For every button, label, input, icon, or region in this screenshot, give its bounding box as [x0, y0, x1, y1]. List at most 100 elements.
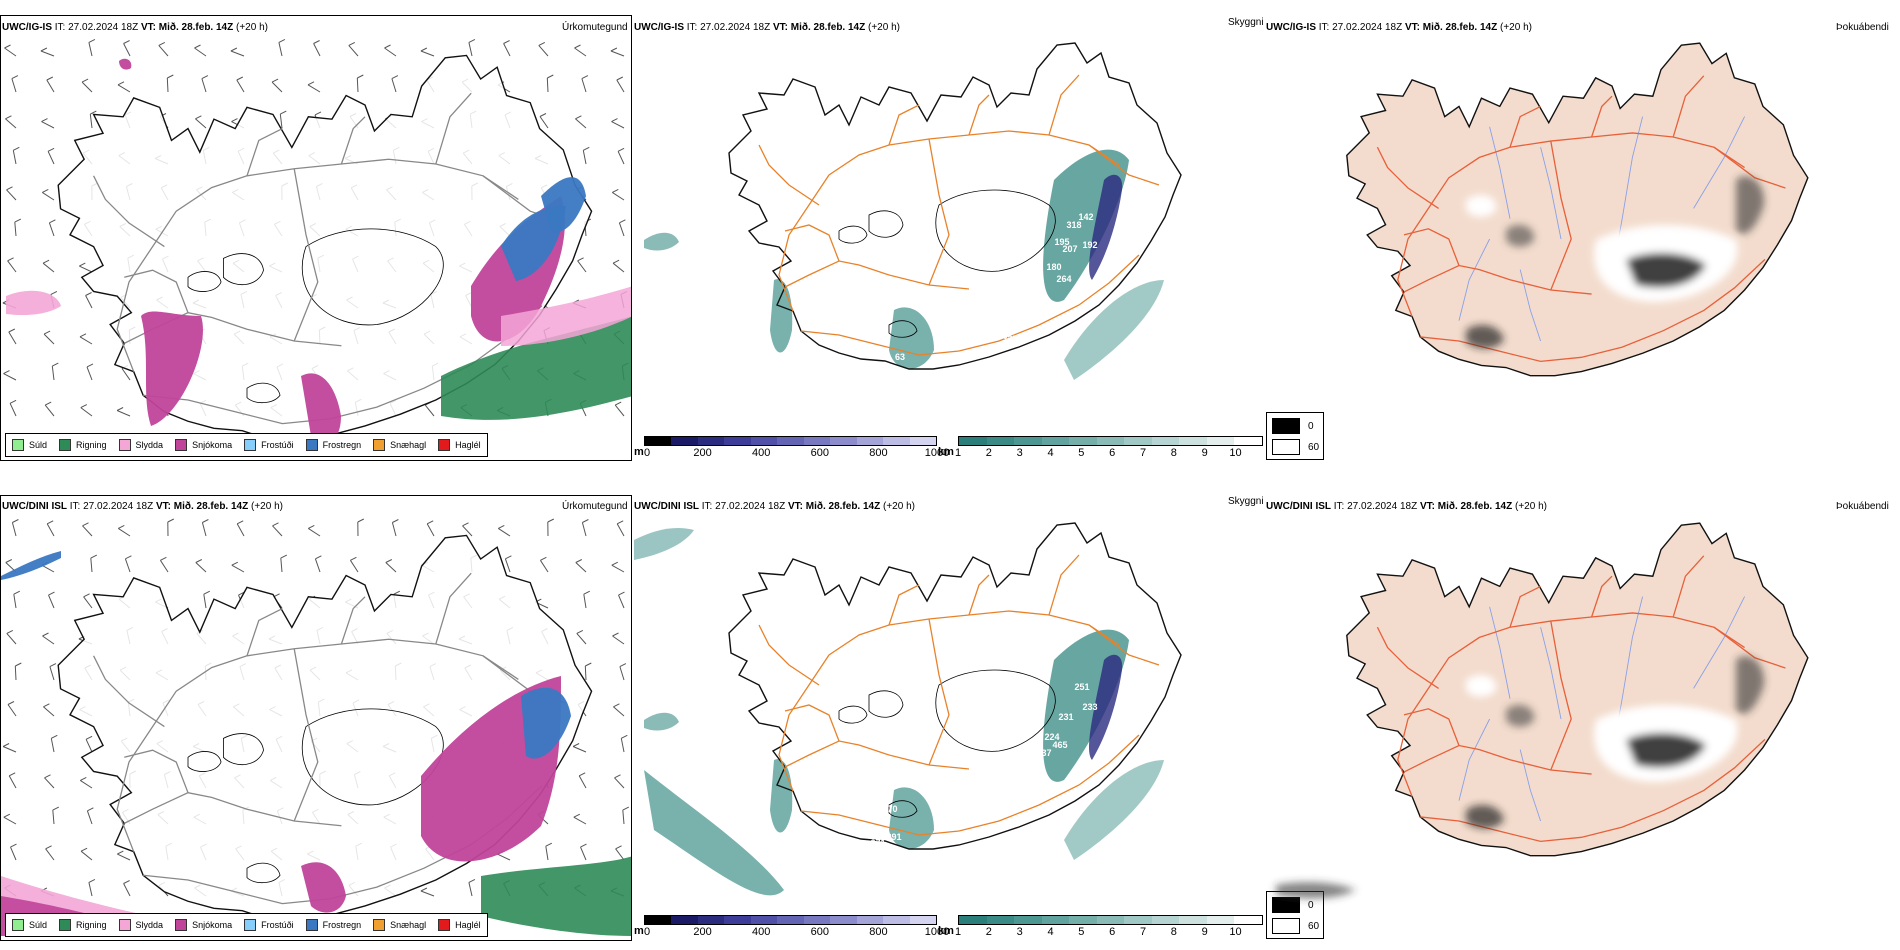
- wind-barb-flag: [420, 47, 428, 52]
- scale-cell: [1014, 437, 1042, 445]
- scale-tick-label: 600: [810, 447, 829, 459]
- legend-item: Frostúði: [244, 439, 294, 451]
- wind-barb: [117, 84, 131, 93]
- glacier-outlines: [187, 228, 444, 404]
- scale-cell: [830, 437, 857, 445]
- wind-barb: [313, 43, 321, 57]
- wind-barb-flag: [201, 75, 209, 80]
- wind-barb: [51, 366, 55, 381]
- wind-barb: [236, 79, 245, 93]
- wind-barb: [546, 77, 549, 93]
- wind-barb-flag: [167, 74, 174, 79]
- scale-cell: [671, 916, 698, 924]
- glacier-langjokull: [187, 751, 222, 772]
- wind-barb-flag: [357, 518, 365, 523]
- it-value: 27.02.2024 18Z: [68, 22, 139, 33]
- scale-cell: [986, 437, 1015, 445]
- scale-cell: [856, 437, 884, 445]
- wind-barb: [195, 118, 207, 129]
- visibility-value-label: 233: [1082, 702, 1097, 712]
- visibility-value-label: 271: [870, 838, 885, 848]
- legend-item: Snjókoma: [175, 919, 232, 931]
- wind-barb: [308, 527, 321, 537]
- legend-item: Frostúði: [244, 919, 294, 931]
- wind-barb: [616, 523, 625, 537]
- wind-barb: [86, 810, 93, 825]
- wind-barb: [584, 665, 587, 681]
- it-value: 27.02.2024 18Z: [83, 501, 154, 512]
- it-value: 27.02.2024 18Z: [715, 501, 786, 512]
- river-line: [1458, 718, 1491, 801]
- fog-legend-value: 0: [1308, 420, 1314, 432]
- visibility-value-label: 639: [996, 788, 1011, 798]
- panel-title-precip: Úrkomutegund: [562, 501, 628, 512]
- wind-barb: [81, 81, 93, 93]
- wind-barb: [40, 50, 55, 57]
- scale-cell: [645, 916, 672, 924]
- wind-barb: [123, 883, 131, 897]
- legend-label: Snjókoma: [192, 920, 233, 930]
- road-network: [758, 554, 1160, 836]
- legend-swatch: [175, 919, 188, 931]
- scale-cell: [1069, 437, 1097, 445]
- wind-barb: [43, 706, 55, 717]
- road-line: [800, 254, 1140, 356]
- wind-barb-flag: [612, 188, 619, 193]
- road-line: [784, 704, 840, 742]
- legend-label: Frostregn: [322, 440, 362, 450]
- panel-title-fog: Þokuábendi: [1836, 501, 1889, 512]
- glacier-langjokull: [187, 271, 222, 292]
- scale-cell: [959, 437, 987, 445]
- wind-barb-flag: [87, 807, 94, 812]
- wind-barb: [123, 43, 131, 57]
- vis-unit: km: [938, 925, 954, 937]
- scale-cell: [1041, 437, 1070, 445]
- scale-cell: [671, 437, 698, 445]
- fog-area-clear: [1466, 195, 1497, 217]
- wind-barb-flag: [195, 115, 202, 120]
- height-scale: 0 200 400 600 800 1000: [644, 915, 949, 939]
- it-label: IT:: [54, 22, 66, 33]
- fog-legend-value: 60: [1308, 441, 1320, 453]
- wind-barb: [619, 666, 625, 681]
- wind-barb: [7, 704, 17, 717]
- wind-barb: [280, 558, 283, 573]
- low-visibility-area: [1064, 280, 1164, 380]
- visibility-value-label: 470: [882, 804, 897, 814]
- vt-label: VT:: [1404, 22, 1420, 33]
- legend-label: Snjókoma: [192, 440, 233, 450]
- wind-barb-flag: [462, 522, 469, 527]
- wind-barb: [13, 594, 17, 609]
- scale-colorbar: [644, 436, 937, 446]
- wind-barb-flag: [4, 44, 11, 49]
- visibility-value-label: 338: [896, 378, 911, 388]
- wind-barb: [43, 333, 55, 345]
- scale-cell: [1041, 916, 1070, 924]
- snow-area: [119, 58, 132, 70]
- wind-barb: [574, 47, 587, 57]
- fog-area-dense: [1506, 704, 1535, 727]
- lead-time: (+20 h): [883, 501, 915, 512]
- wind-barb: [80, 850, 93, 861]
- wind-barb-flag: [236, 520, 244, 525]
- scale-tick-label: 3: [1016, 926, 1023, 938]
- wind-barb-flag: [123, 880, 130, 884]
- scale-tick-label: 200: [693, 926, 712, 938]
- visibility-value-label: 237: [1036, 748, 1051, 758]
- scale-colorbar: [958, 436, 1263, 446]
- model-name: UWC/IG-IS: [1266, 22, 1316, 33]
- scale-cell: [1206, 916, 1235, 924]
- scale-tick-label: 1: [954, 447, 962, 459]
- wind-barb: [539, 116, 549, 129]
- wind-barb: [614, 777, 625, 789]
- wind-barb: [572, 746, 587, 753]
- legend-label: Frostúði: [261, 920, 294, 930]
- wind-barb: [391, 78, 397, 93]
- wind-barb-flag: [116, 407, 124, 411]
- wind-barb-flag: [391, 75, 399, 80]
- wind-barb: [617, 151, 625, 165]
- fog-legend: 0 60: [1266, 891, 1324, 939]
- wind-barb-flag: [46, 520, 54, 525]
- road-line: [1397, 612, 1745, 797]
- wind-barb-flag: [278, 38, 286, 43]
